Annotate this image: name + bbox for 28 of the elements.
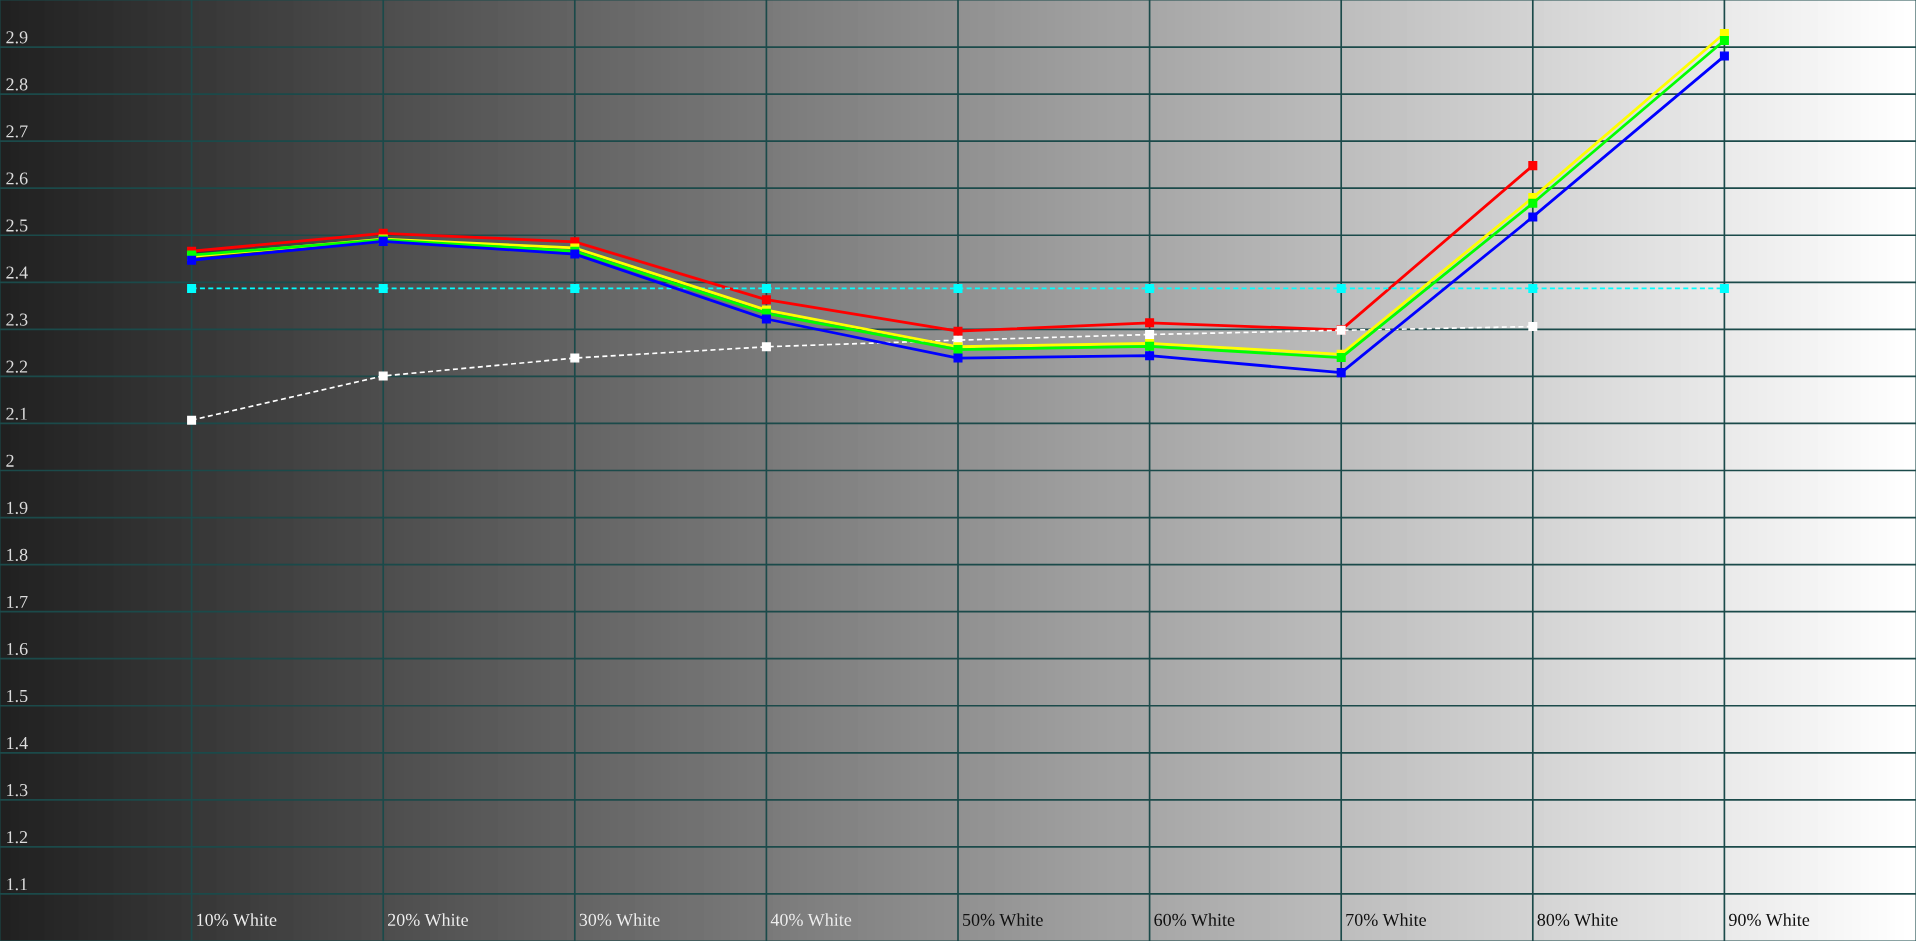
- x-tick-label: 30% White: [579, 913, 660, 927]
- y-tick-label: 2.8: [6, 78, 28, 91]
- x-tick-label: 70% White: [1346, 913, 1426, 927]
- y-tick-label: 1.3: [7, 784, 28, 797]
- x-tick-label: 80% White: [1537, 913, 1618, 927]
- y-tick-label: 1.9: [7, 501, 28, 514]
- y-tick-label: 2.4: [6, 266, 28, 279]
- y-tick-label: 2.2: [6, 360, 28, 373]
- y-tick-label: 1.4: [7, 737, 28, 750]
- x-tick-label: 10% White: [197, 913, 277, 927]
- y-tick-label: 1.2: [7, 831, 28, 844]
- y-tick-label: 2.3: [6, 313, 28, 326]
- y-tick-label: 2.5: [6, 219, 28, 232]
- x-tick-label: 90% White: [1728, 913, 1810, 927]
- x-tick-label: 40% White: [770, 913, 852, 927]
- y-tick-label: 2.6: [6, 172, 28, 185]
- y-tick-label: 1.8: [7, 548, 28, 562]
- x-tick-label: 50% White: [963, 913, 1043, 927]
- y-tick-label: 2.9: [6, 31, 28, 44]
- x-tick-label: 20% White: [387, 913, 468, 927]
- y-tick-label: 2: [6, 454, 14, 467]
- x-tick-label: 60% White: [1154, 913, 1235, 927]
- y-tick-label: 1.5: [7, 689, 28, 703]
- y-tick-label: 1.7: [7, 595, 28, 609]
- y-tick-label: 2.1: [6, 407, 28, 420]
- y-tick-label: 2.7: [6, 125, 28, 138]
- y-tick-label: 1.6: [7, 642, 28, 656]
- y-tick-label: 1.1: [7, 878, 28, 891]
